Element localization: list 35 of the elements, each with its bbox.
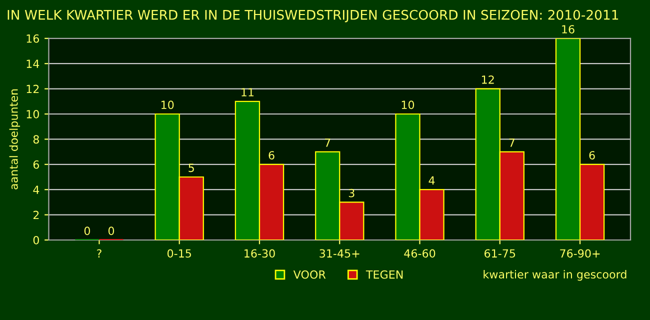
data-label: 12 bbox=[482, 75, 494, 84]
data-label: 4 bbox=[428, 176, 435, 185]
data-label: 5 bbox=[188, 164, 194, 172]
y-axis-title: aantal doelpunten bbox=[9, 89, 20, 190]
data-label: 0 bbox=[84, 226, 90, 236]
y-tick-label: 6 bbox=[33, 160, 40, 169]
data-label: 10 bbox=[402, 100, 414, 110]
legend-label: TEGEN bbox=[366, 270, 403, 279]
x-tick-label: ? bbox=[97, 249, 102, 258]
legend-label: VOOR bbox=[293, 270, 326, 279]
y-tick-label: 0 bbox=[33, 236, 39, 244]
data-label: 6 bbox=[268, 151, 274, 160]
x-tick-label: 0-15 bbox=[167, 249, 191, 258]
y-tick-label: 8 bbox=[33, 135, 39, 144]
data-label: 10 bbox=[161, 100, 174, 110]
data-label: 3 bbox=[348, 188, 354, 198]
x-axis-title: kwartier waar in gescoord bbox=[484, 270, 626, 281]
data-label: 6 bbox=[589, 151, 595, 160]
y-tick-label: 4 bbox=[33, 186, 40, 194]
data-label: 16 bbox=[562, 25, 574, 34]
y-tick-label: 2 bbox=[33, 210, 39, 220]
y-tick-label: 10 bbox=[26, 110, 39, 118]
x-tick-label: 46-60 bbox=[404, 249, 436, 258]
y-tick-label: 12 bbox=[26, 84, 39, 94]
chart-title: IN WELK KWARTIER WERD ER IN DE THUISWEDSTRIJDEN GESCOORD IN SEIZOEN: 2010-2011 bbox=[8, 10, 618, 22]
data-label: 11 bbox=[242, 88, 254, 96]
x-tick-label: 16-30 bbox=[244, 249, 275, 258]
x-tick-label: 31-45+ bbox=[320, 249, 360, 258]
data-label: 7 bbox=[324, 138, 330, 147]
x-tick-label: 61-75 bbox=[484, 249, 516, 258]
data-label: 7 bbox=[509, 138, 514, 147]
data-label: 0 bbox=[108, 226, 114, 236]
y-tick-label: 16 bbox=[26, 34, 40, 43]
x-tick-label: 76-90+ bbox=[560, 249, 600, 258]
y-tick-label: 14 bbox=[26, 60, 40, 68]
